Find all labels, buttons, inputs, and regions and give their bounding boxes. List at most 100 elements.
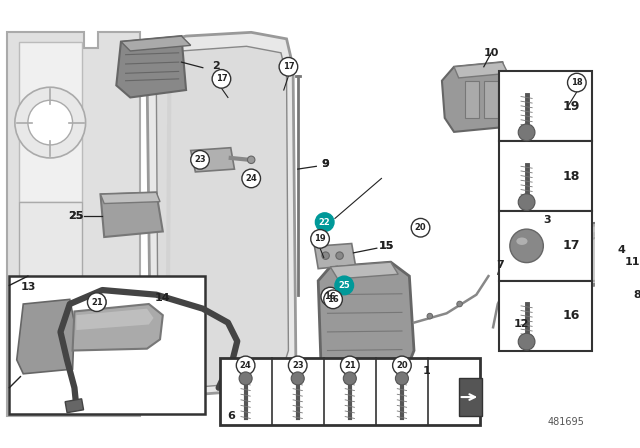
Bar — [10, 276, 205, 414]
Circle shape — [321, 287, 340, 306]
Circle shape — [427, 313, 433, 319]
Polygon shape — [191, 148, 234, 172]
Text: 2: 2 — [212, 61, 220, 71]
Text: 3: 3 — [543, 215, 551, 225]
Circle shape — [396, 372, 408, 385]
Circle shape — [88, 293, 106, 311]
Bar — [499, 71, 592, 141]
Circle shape — [568, 73, 586, 92]
Circle shape — [518, 124, 535, 141]
Bar — [499, 141, 592, 211]
Polygon shape — [100, 192, 160, 203]
Text: 25: 25 — [339, 281, 350, 290]
Text: 18: 18 — [571, 78, 582, 87]
Polygon shape — [599, 284, 631, 313]
Circle shape — [236, 356, 255, 375]
Polygon shape — [19, 202, 82, 406]
Circle shape — [248, 156, 255, 164]
Polygon shape — [600, 321, 634, 365]
Text: 21: 21 — [344, 361, 356, 370]
Circle shape — [316, 213, 334, 232]
Text: 6: 6 — [227, 411, 235, 421]
Text: 16: 16 — [563, 309, 580, 322]
Polygon shape — [100, 192, 163, 237]
Circle shape — [191, 151, 209, 169]
Polygon shape — [17, 299, 74, 374]
Polygon shape — [521, 222, 612, 278]
Circle shape — [412, 219, 430, 237]
Text: 22: 22 — [319, 218, 331, 227]
Polygon shape — [76, 309, 154, 330]
Text: 24: 24 — [245, 174, 257, 183]
Polygon shape — [454, 62, 508, 78]
Text: 19: 19 — [563, 100, 580, 113]
Text: 18: 18 — [563, 170, 580, 183]
Circle shape — [457, 301, 462, 307]
Text: 4: 4 — [618, 245, 625, 255]
Text: 17: 17 — [563, 239, 580, 252]
Circle shape — [518, 333, 535, 350]
Text: 1: 1 — [422, 366, 430, 376]
Text: 16: 16 — [327, 295, 339, 304]
Text: 9: 9 — [322, 159, 330, 169]
Circle shape — [332, 290, 342, 299]
Text: 17: 17 — [283, 62, 294, 71]
Text: 23: 23 — [194, 155, 206, 164]
Ellipse shape — [516, 237, 527, 245]
Text: 20: 20 — [396, 361, 408, 370]
Text: 16: 16 — [324, 292, 336, 301]
Polygon shape — [442, 62, 512, 132]
Text: 14: 14 — [155, 293, 171, 303]
Polygon shape — [156, 46, 289, 390]
Circle shape — [90, 294, 106, 310]
Text: 12: 12 — [513, 319, 529, 329]
Circle shape — [340, 356, 359, 375]
Text: 7: 7 — [497, 260, 504, 270]
Circle shape — [343, 372, 356, 385]
Circle shape — [510, 229, 543, 263]
Bar — [220, 358, 480, 425]
Circle shape — [324, 290, 342, 309]
Text: 9: 9 — [322, 159, 330, 169]
Bar — [65, 399, 84, 413]
Polygon shape — [72, 304, 163, 350]
Polygon shape — [116, 36, 186, 98]
Text: 13: 13 — [20, 282, 36, 292]
Bar — [499, 281, 592, 350]
Circle shape — [336, 252, 343, 259]
Polygon shape — [459, 379, 482, 416]
Text: 25: 25 — [68, 211, 84, 220]
Text: 21: 21 — [91, 297, 102, 306]
Polygon shape — [314, 244, 355, 269]
Polygon shape — [330, 262, 398, 279]
Circle shape — [612, 340, 625, 353]
Circle shape — [322, 252, 330, 259]
Circle shape — [279, 57, 298, 76]
Bar — [484, 81, 498, 118]
Text: 8: 8 — [634, 290, 640, 300]
Circle shape — [212, 69, 231, 88]
Polygon shape — [318, 262, 414, 379]
Text: 10: 10 — [484, 48, 499, 58]
Text: 481695: 481695 — [547, 417, 584, 427]
Circle shape — [311, 229, 330, 248]
Polygon shape — [507, 95, 582, 190]
Text: 15: 15 — [378, 241, 394, 251]
Circle shape — [335, 276, 353, 295]
Circle shape — [518, 194, 535, 211]
Circle shape — [28, 100, 72, 145]
Ellipse shape — [580, 238, 611, 281]
Text: 19: 19 — [314, 234, 326, 243]
Circle shape — [392, 356, 412, 375]
Text: 20: 20 — [415, 223, 426, 232]
Text: 17: 17 — [216, 74, 227, 83]
Circle shape — [242, 169, 260, 188]
Circle shape — [289, 356, 307, 375]
Polygon shape — [19, 42, 82, 202]
Circle shape — [239, 372, 252, 385]
Circle shape — [291, 372, 304, 385]
Bar — [499, 211, 592, 281]
Polygon shape — [147, 32, 296, 397]
Text: 25: 25 — [68, 211, 84, 220]
Polygon shape — [529, 290, 570, 315]
